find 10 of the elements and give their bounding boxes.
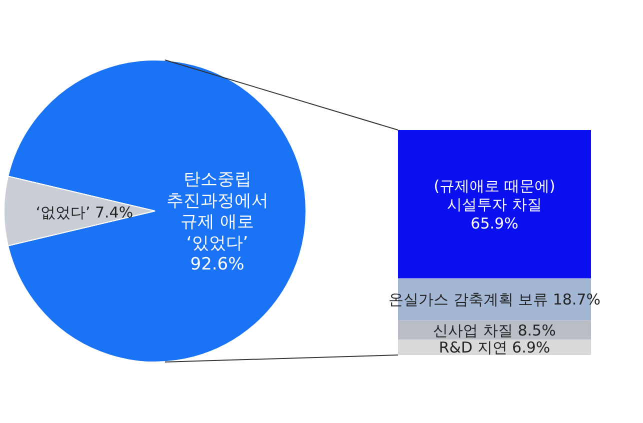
series-label: (규제애로 때문에) 시설투자 차질: [434, 176, 556, 214]
slice-label: 탄소중립 추진과정에서 규제 애로 ‘있었다’: [166, 170, 268, 254]
data-label: 65.9%: [470, 214, 518, 232]
bar: [398, 130, 591, 278]
text: 신사업 차질 8.5%: [433, 321, 556, 340]
data-label: 92.6%: [190, 254, 244, 275]
pie-slice: [8, 60, 306, 362]
text: R&D 지연 6.9%: [438, 338, 550, 357]
text: 온실가스 감축계획 보류 18.7%: [388, 290, 600, 309]
slice-label: ‘없었다’ 7.4%: [36, 203, 134, 222]
